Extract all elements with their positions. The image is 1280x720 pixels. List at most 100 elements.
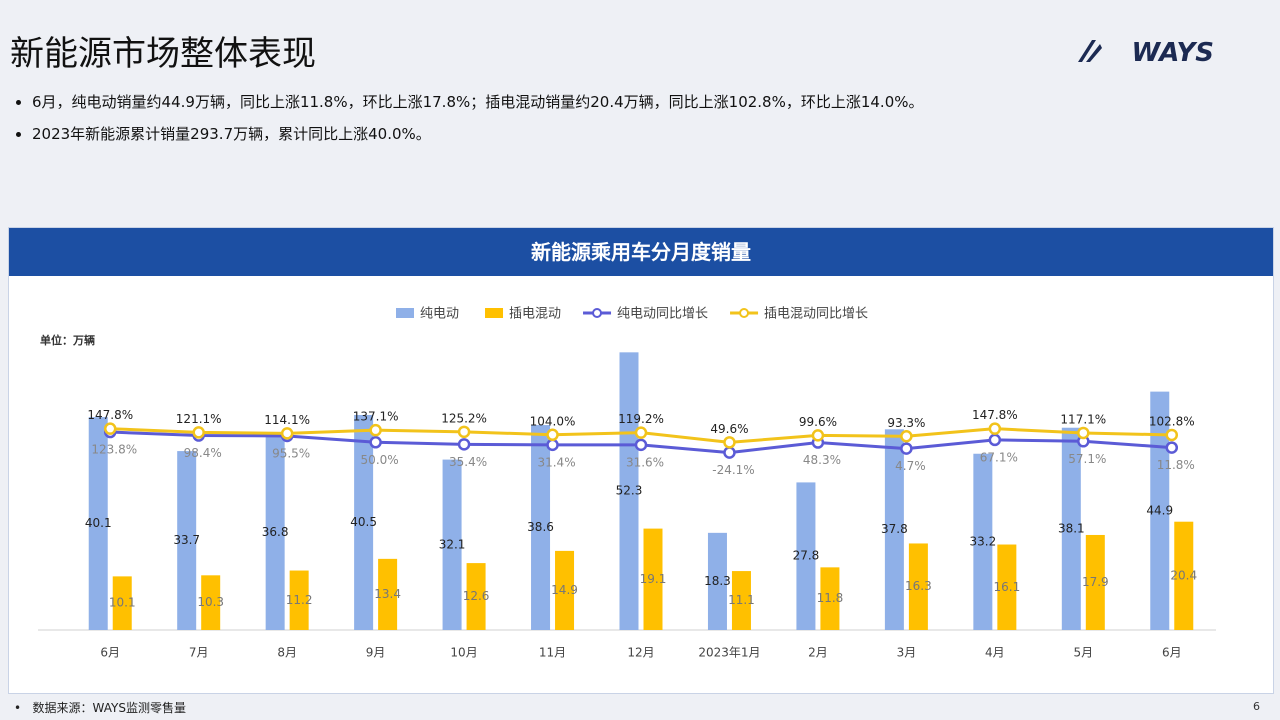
x-tick-label: 12月	[627, 646, 654, 660]
line-label: 31.4%	[537, 455, 575, 469]
bar-label: 32.1	[439, 537, 466, 551]
bar-label: 33.2	[969, 534, 996, 548]
line-label: 31.6%	[626, 455, 664, 469]
bar-label: 18.3	[704, 574, 731, 588]
legend-label: 插电混动	[509, 307, 561, 322]
bar	[707, 532, 727, 630]
line-label: 99.6%	[799, 415, 837, 429]
x-tick-label: 9月	[366, 646, 386, 660]
bar-label: 33.7	[173, 533, 200, 547]
bar-label: 17.9	[1082, 575, 1109, 589]
line-marker	[369, 436, 382, 449]
x-tick-label: 6月	[1162, 646, 1182, 660]
slide-title: 新能源市场整体表现	[10, 34, 316, 74]
x-tick-label: 11月	[539, 646, 566, 660]
line-label: 98.4%	[184, 446, 222, 460]
line-marker	[1165, 441, 1179, 454]
line-marker	[723, 446, 736, 459]
bar	[796, 482, 816, 630]
line-label: 119.2%	[618, 412, 664, 426]
bar	[619, 352, 639, 630]
line-label: 11.8%	[1157, 458, 1195, 472]
bar	[997, 544, 1017, 630]
bar	[884, 429, 904, 630]
line-label: 4.7%	[895, 459, 926, 473]
line-marker	[369, 423, 382, 437]
line-marker	[192, 426, 205, 439]
bar-label: 37.8	[881, 522, 908, 536]
line-label: 114.1%	[264, 413, 310, 427]
x-tick-label: 2023年1月	[698, 646, 760, 660]
bar-label: 13.4	[374, 587, 401, 601]
bar	[88, 417, 108, 630]
line-label: 48.3%	[803, 453, 841, 467]
bar	[354, 414, 374, 630]
bar-label: 16.3	[905, 579, 932, 593]
bar	[289, 570, 309, 630]
line-marker	[1077, 426, 1090, 440]
x-tick-label: 7月	[189, 646, 209, 660]
line-label: 104.0%	[530, 414, 576, 428]
line-marker	[546, 428, 559, 442]
legend-label: 插电混动同比增长	[764, 307, 868, 322]
bar-label: 11.8	[817, 591, 844, 605]
line-marker	[811, 429, 825, 442]
bar	[531, 425, 551, 630]
bar-label: 40.1	[85, 516, 112, 530]
bullet: 2023年新能源累计销量293.7万辆，累计同比上涨40.0%。	[32, 118, 924, 150]
line-marker	[634, 438, 648, 452]
line-marker	[1165, 428, 1179, 442]
chart: 单位：万辆 6月 7月 8月 9月 10月 11月 12月 2023年1月 2月 3月 4月 5月 6月 纯…	[38, 307, 1216, 660]
bar-label: 52.3	[616, 484, 643, 498]
bar-label: 27.8	[793, 549, 820, 563]
line-marker	[457, 438, 471, 451]
bar	[177, 451, 197, 630]
page-number: 6	[1253, 700, 1260, 713]
bar-label: 44.9	[1146, 503, 1173, 517]
bar-label: 10.1	[109, 596, 136, 610]
logo-icon	[1078, 40, 1102, 62]
bar-label: 38.6	[527, 520, 554, 534]
line-marker	[723, 436, 736, 449]
x-tick-label: 2月	[808, 646, 828, 660]
line-marker	[988, 433, 1002, 447]
source: • 数据来源：WAYS监测零售量	[14, 701, 186, 715]
x-tick-label: 3月	[897, 646, 917, 660]
legend-marker	[739, 308, 750, 318]
bar	[643, 528, 663, 630]
bar-label: 11.1	[728, 593, 755, 607]
line-label: 95.5%	[272, 446, 310, 460]
bar-label: 36.8	[262, 525, 289, 539]
x-tick-label: 4月	[985, 646, 1005, 660]
bar-label: 10.3	[197, 595, 224, 609]
source-text: 数据来源：WAYS监测零售量	[32, 701, 186, 715]
line-label: 50.0%	[361, 453, 399, 467]
bar	[973, 453, 993, 630]
logo: WAYS	[1131, 38, 1214, 68]
bar	[201, 575, 221, 630]
chart-title: 新能源乘用车分月度销量	[9, 228, 1273, 276]
line-marker	[457, 425, 471, 439]
line-label: -24.1%	[712, 463, 754, 477]
x-tick-label: 6月	[100, 646, 120, 660]
line-marker	[900, 442, 913, 455]
line-label: 93.3%	[887, 416, 925, 430]
legend-swatch	[485, 308, 504, 318]
x-tick-label: 10月	[450, 646, 477, 660]
bar-label: 19.1	[640, 572, 667, 586]
bar-label: 11.2	[286, 593, 313, 607]
line-marker	[103, 422, 117, 435]
line-marker	[546, 438, 559, 452]
bar	[555, 550, 575, 630]
line-label: 137.1%	[353, 410, 399, 424]
bar	[1061, 427, 1081, 630]
line-label: 121.1%	[176, 412, 222, 426]
line-marker	[634, 426, 648, 439]
line-marker	[988, 422, 1002, 435]
bar	[466, 563, 486, 630]
bar	[1085, 534, 1105, 630]
bar	[1174, 521, 1194, 630]
legend-swatch	[396, 308, 414, 318]
bar	[378, 558, 398, 630]
